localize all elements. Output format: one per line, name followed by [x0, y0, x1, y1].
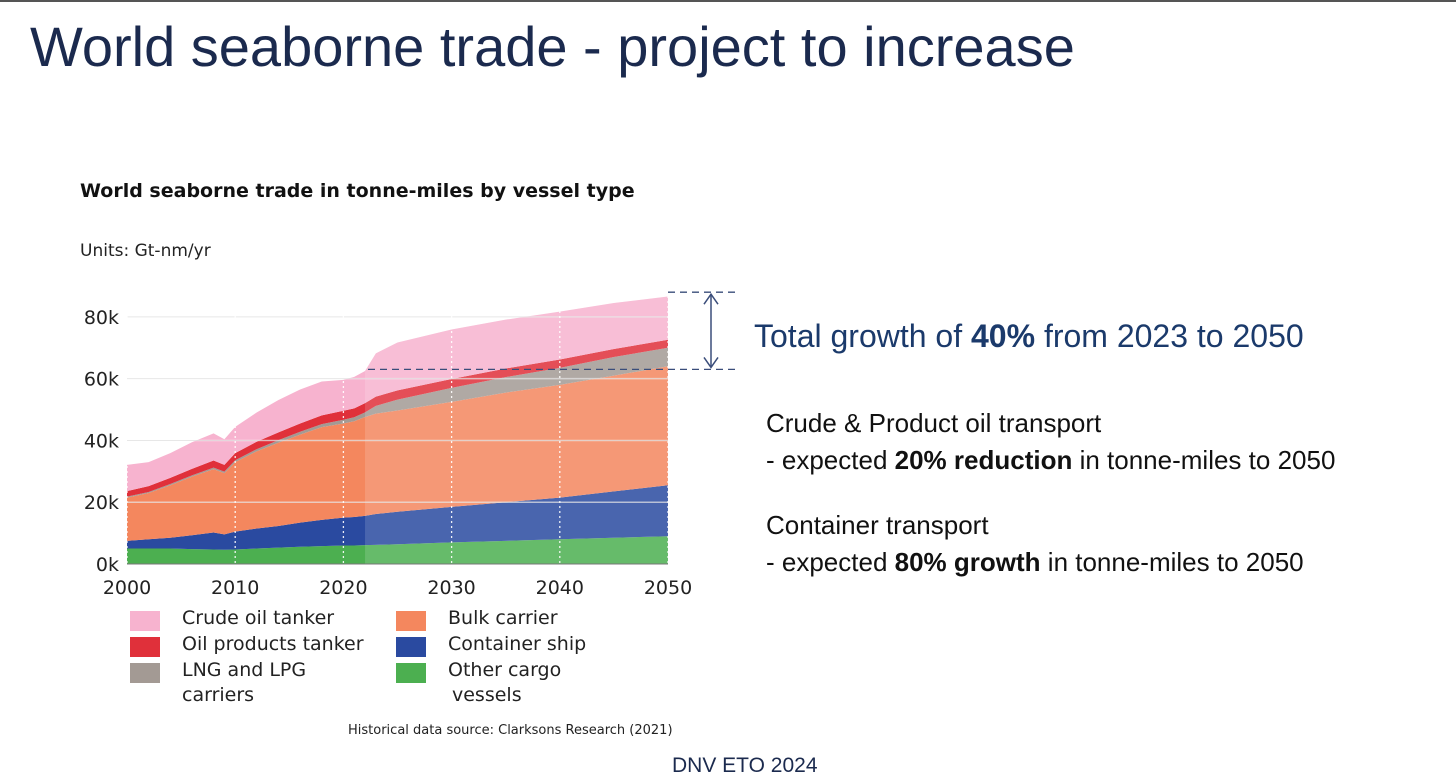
crude-heading: Crude & Product oil transport	[766, 408, 1102, 438]
legend-label-line: LNG and LPG	[182, 659, 307, 681]
area-oil-products-tanker	[127, 339, 668, 497]
bracket-arrow-head-up	[703, 292, 719, 305]
legend-swatch	[130, 611, 160, 631]
crude-value: 20% reduction	[894, 445, 1073, 475]
legend-label-line: Crude oil tanker	[182, 607, 335, 629]
y-tick-label: 80k	[84, 307, 119, 329]
crude-prefix: - expected	[766, 445, 895, 475]
container-detail: - expected 80% growth in tonne-miles to …	[766, 544, 1304, 581]
y-tick-label: 60k	[84, 369, 119, 391]
x-tick-label: 2000	[103, 577, 151, 599]
growth-value: 40%	[971, 318, 1036, 354]
x-tick-label: 2020	[319, 577, 367, 599]
legend-label-line: carriers	[182, 684, 255, 706]
growth-suffix: from 2023 to 2050	[1035, 318, 1304, 354]
area-container-ship	[127, 485, 668, 550]
container-value: 80% growth	[894, 547, 1041, 577]
crude-suffix: in tonne-miles to 2050	[1072, 445, 1336, 475]
chart-source: Historical data source: Clarksons Resear…	[348, 723, 673, 738]
area-lng-and-lpg-carriers	[127, 347, 668, 498]
legend-label-line: vessels	[452, 684, 522, 706]
container-suffix: in tonne-miles to 2050	[1040, 547, 1304, 577]
growth-prefix: Total growth of	[754, 318, 971, 354]
legend-label: Bulk carrier	[448, 606, 558, 631]
legend-label-line: Other cargo	[448, 659, 562, 681]
legend-label: LNG and LPG carriers	[182, 658, 306, 708]
x-tick-label: 2050	[644, 577, 692, 599]
x-tick-label: 2010	[211, 577, 259, 599]
slide-credit: DNV ETO 2024	[672, 754, 818, 777]
container-note: Container transport - expected 80% growt…	[766, 507, 1304, 581]
legend-label-line: Container ship	[448, 633, 587, 655]
legend-swatch	[130, 637, 160, 657]
legend-swatch	[396, 663, 426, 683]
legend-swatch	[130, 663, 160, 683]
legend-label: Oil products tanker	[182, 632, 364, 657]
chart-units: Units: Gt-nm/yr	[80, 241, 211, 261]
legend-label: Other cargo vessels	[448, 658, 561, 708]
area-other-cargo-vessels	[127, 536, 668, 564]
legend-swatch	[396, 637, 426, 657]
chart-title: World seaborne trade in tonne-miles by v…	[80, 180, 635, 202]
bracket-arrow-head-down	[703, 356, 719, 369]
growth-annotation: Total growth of 40% from 2023 to 2050	[754, 318, 1304, 355]
x-tick-label: 2030	[427, 577, 475, 599]
y-tick-label: 40k	[84, 430, 119, 452]
area-bulk-carrier	[127, 366, 668, 541]
x-tick-label: 2040	[536, 577, 584, 599]
crude-note: Crude & Product oil transport - expected…	[766, 405, 1335, 479]
container-prefix: - expected	[766, 547, 895, 577]
area-crude-oil-tanker	[127, 296, 668, 492]
legend-swatch	[396, 611, 426, 631]
y-tick-label: 20k	[84, 492, 119, 514]
slide-title: World seaborne trade - project to increa…	[30, 15, 1075, 78]
legend-label-line: Bulk carrier	[448, 607, 558, 629]
legend-label: Container ship	[448, 632, 586, 657]
legend-label: Crude oil tanker	[182, 606, 334, 631]
legend-label-line: Oil products tanker	[182, 633, 364, 655]
forecast-overlay	[365, 296, 668, 564]
container-heading: Container transport	[766, 510, 989, 540]
crude-detail: - expected 20% reduction in tonne-miles …	[766, 442, 1335, 479]
y-tick-label: 0k	[96, 554, 119, 576]
